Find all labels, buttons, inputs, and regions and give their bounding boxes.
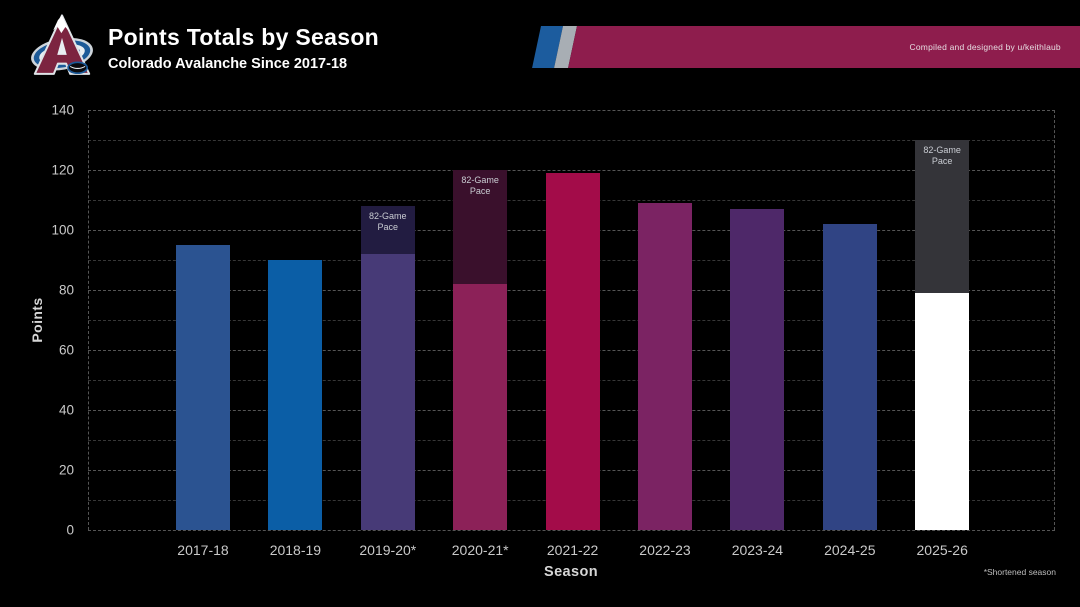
y-tick-label: 80 <box>58 282 74 298</box>
bar-2025-26 <box>915 293 970 530</box>
y-tick-label: 40 <box>58 402 74 418</box>
page-subtitle: Colorado Avalanche Since 2017-18 <box>108 56 348 72</box>
pace-bar-2020-21: 82-Game Pace <box>453 170 508 284</box>
bar-2021-22 <box>545 173 600 530</box>
y-tick-label: 60 <box>58 342 74 358</box>
page-title: Points Totals by Season <box>108 24 380 50</box>
pace-bar-2025-26: 82-Game Pace <box>915 140 970 293</box>
y-axis-title: Points <box>29 297 45 343</box>
pace-label: 82-Game Pace <box>461 175 499 197</box>
y-axis-line <box>88 110 89 530</box>
plot-right-border <box>1054 110 1055 530</box>
x-tick-label-2019-20: 2019-20* <box>359 542 417 558</box>
y-tick-label: 120 <box>51 162 74 178</box>
bar-2019-20 <box>360 254 415 530</box>
gridline-y-140 <box>88 110 1055 111</box>
x-tick-label-2024-25: 2024-25 <box>824 542 876 558</box>
bar-2023-24 <box>730 209 785 530</box>
x-tick-label-2018-19: 2018-19 <box>269 542 322 558</box>
x-tick-label-2020-21: 2020-21* <box>451 542 509 558</box>
x-tick-label-2022-23: 2022-23 <box>639 542 691 558</box>
footnote: *Shortened season <box>983 567 1056 577</box>
x-tick-label-2017-18: 2017-18 <box>177 542 229 558</box>
x-axis-title: Season <box>544 564 598 580</box>
x-tick-label-2025-26: 2025-26 <box>916 542 968 558</box>
pace-label: 82-Game Pace <box>369 211 407 233</box>
title-block: Points Totals by Season Colorado Avalanc… <box>108 24 379 72</box>
x-tick-label-2023-24: 2023-24 <box>731 542 784 558</box>
y-tick-label: 100 <box>51 222 74 238</box>
y-tick-label: 20 <box>58 462 74 478</box>
gridline-y-130 <box>88 140 1055 141</box>
bar-chart-plot-area: 0 20 40 60 80 100 120 140 2017-18 2018-19 82-Game … <box>51 103 1055 558</box>
y-tick-label: 0 <box>66 522 74 538</box>
colorado-avalanche-logo <box>31 14 93 75</box>
bar-2024-25 <box>822 224 877 530</box>
pace-bar-2019-20: 82-Game Pace <box>360 206 415 254</box>
bar-2017-18 <box>176 245 230 530</box>
bar-2022-23 <box>638 203 692 530</box>
ribbon-burgundy-stripe: Compiled and designed by u/keithlaub <box>568 26 1080 68</box>
x-tick-label-2021-22: 2021-22 <box>546 542 599 558</box>
gridline-y-0 <box>88 530 1055 531</box>
pace-label: 82-Game Pace <box>923 145 961 167</box>
credit-text: Compiled and designed by u/keithlaub <box>909 42 1061 52</box>
y-tick-label: 140 <box>51 102 74 118</box>
gridline-y-120 <box>88 170 1055 171</box>
bar-2020-21 <box>453 284 508 530</box>
header-ribbon: Compiled and designed by u/keithlaub <box>532 26 1080 68</box>
bar-2018-19 <box>268 260 323 530</box>
